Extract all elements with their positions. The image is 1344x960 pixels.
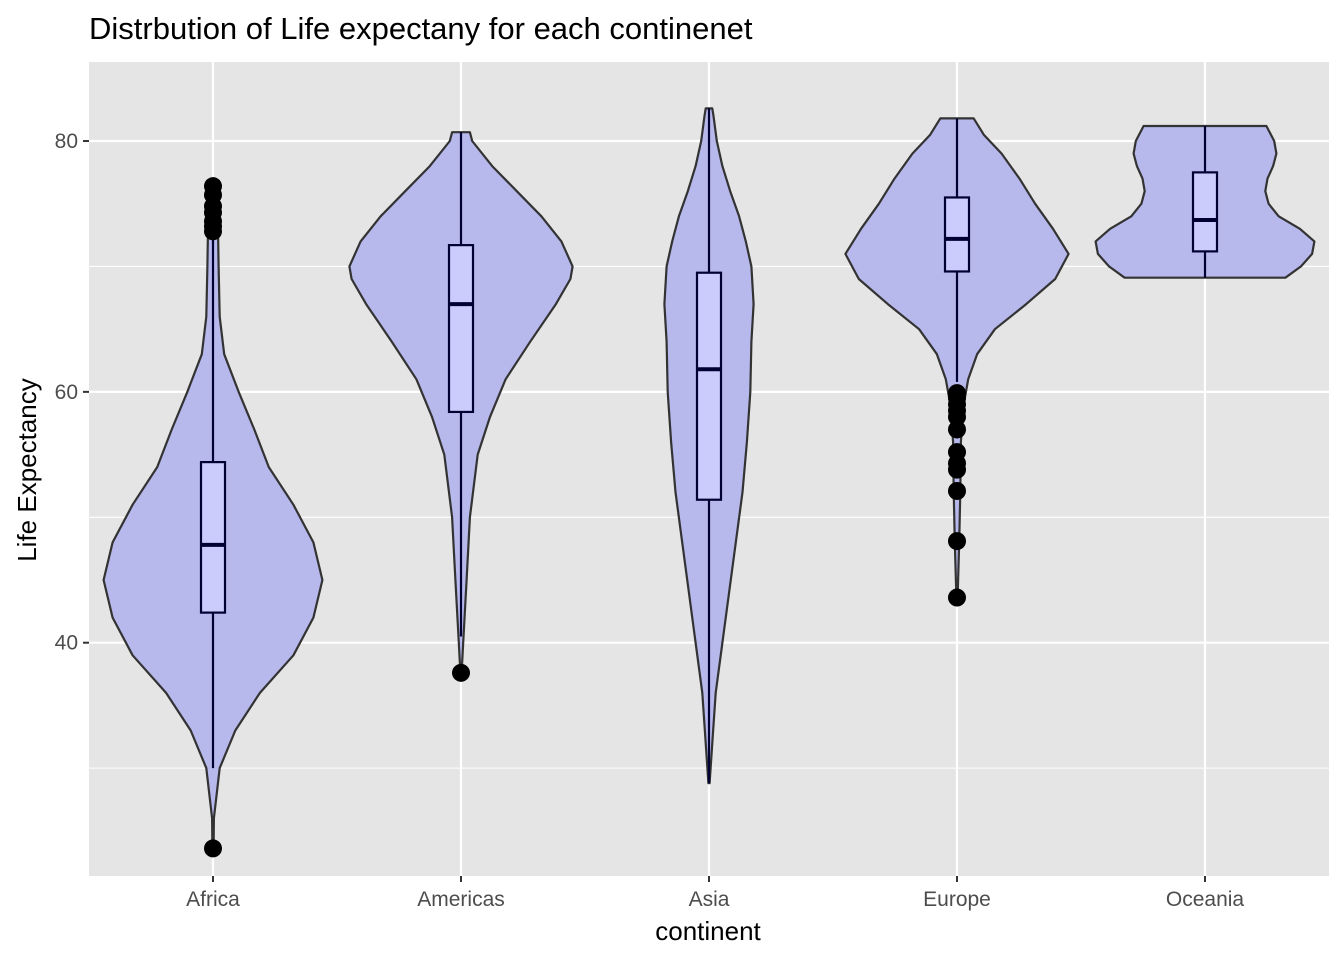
outlier-point — [204, 839, 222, 858]
outlier-point — [204, 177, 222, 196]
y-axis-title: Life Expectancy — [12, 378, 42, 562]
chart-title: Distrbution of Life expectany for each c… — [89, 11, 753, 46]
y-tick-label: 60 — [55, 381, 78, 404]
outlier-point — [948, 384, 966, 403]
outlier-point — [948, 532, 966, 551]
plot-area: Africa Americas Asia Europe Oceania 40 60 80 — [55, 62, 1329, 911]
y-tick-label: 40 — [55, 632, 78, 655]
outlier-point — [452, 663, 470, 682]
box-oceania — [1191, 171, 1219, 253]
box-africa — [199, 461, 227, 614]
x-tick-label: Africa — [186, 888, 240, 911]
x-tick-label: Americas — [417, 888, 505, 911]
box-americas — [447, 244, 475, 414]
outlier-point — [948, 588, 966, 607]
outlier-point — [948, 481, 966, 500]
outlier-point — [948, 420, 966, 439]
box-asia — [695, 271, 723, 501]
outlier-point — [948, 443, 966, 462]
x-tick-label: Asia — [689, 888, 730, 911]
y-tick-label: 80 — [55, 130, 78, 153]
x-tick-label: Europe — [923, 888, 991, 911]
x-tick-label: Oceania — [1166, 888, 1245, 911]
x-axis-title: continent — [655, 916, 761, 946]
box-europe — [943, 196, 971, 273]
